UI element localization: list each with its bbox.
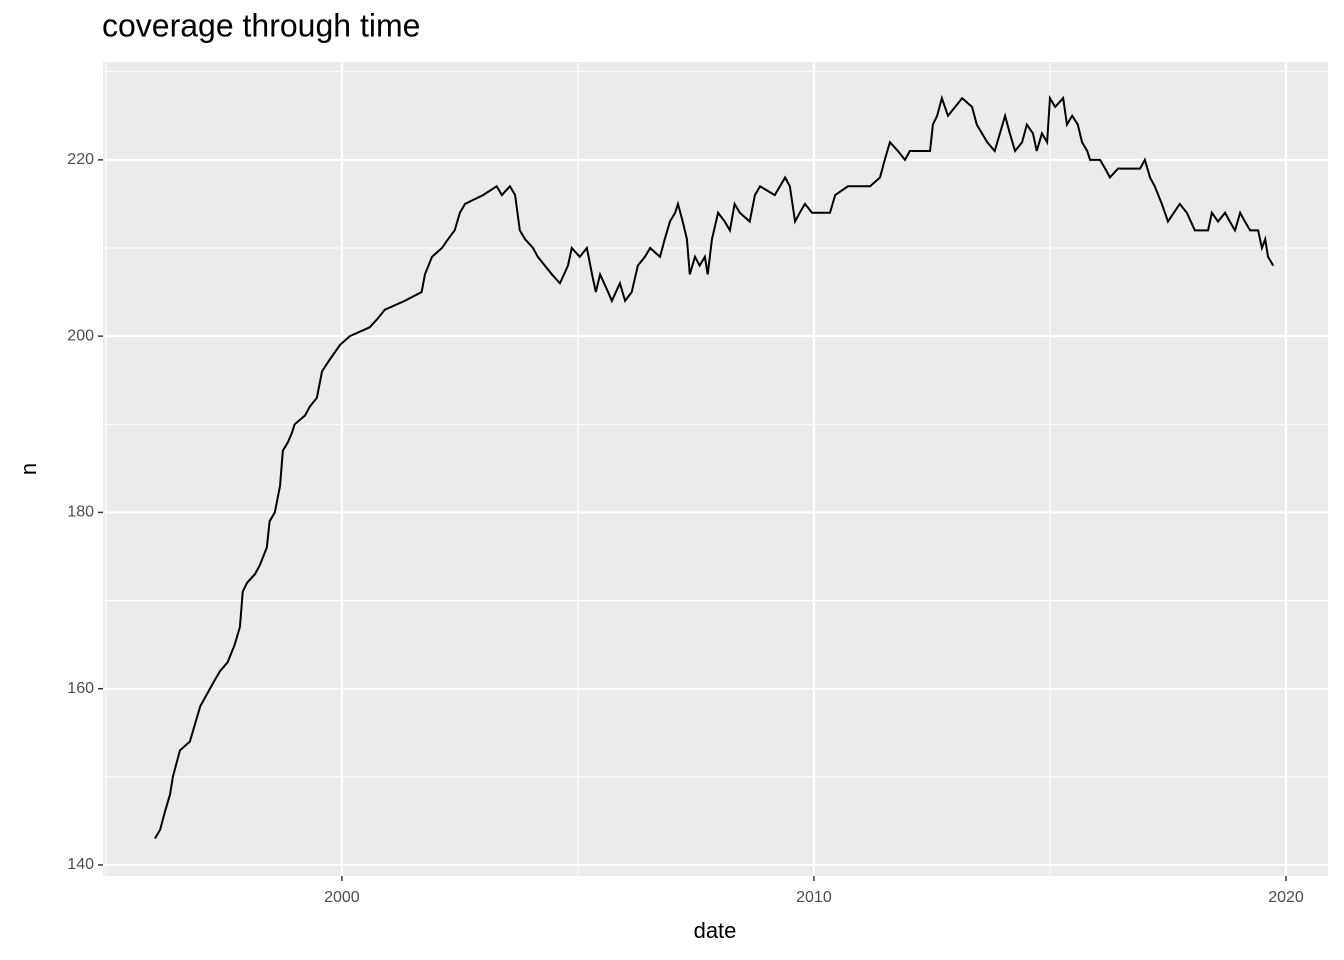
y-tick-label: 160 — [67, 680, 94, 697]
y-tick-label: 140 — [67, 856, 94, 873]
y-axis-title: n — [16, 463, 41, 475]
panel — [103, 62, 1328, 876]
y-tick-label: 200 — [67, 327, 94, 344]
x-tick-label: 2010 — [796, 889, 832, 906]
chart-title: coverage through time — [102, 7, 420, 43]
y-tick-label: 180 — [67, 504, 94, 521]
x-tick-label: 2000 — [324, 889, 360, 906]
x-tick-label: 2020 — [1268, 889, 1304, 906]
data-line — [154, 94, 1275, 840]
x-axis-title: date — [694, 918, 737, 943]
y-tick-label: 220 — [67, 151, 94, 168]
